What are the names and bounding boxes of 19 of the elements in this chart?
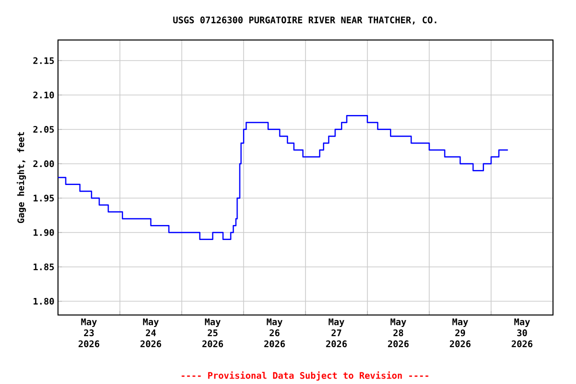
x-tick-label: May 27 2026 [326,318,347,348]
x-tick-label: May 26 2026 [264,318,285,348]
y-axis-title: Gage height, feet [16,132,26,224]
x-tick-label: May 25 2026 [202,318,224,348]
y-tick-label: 1.85 [34,263,54,270]
y-tick-label: 2.15 [33,57,54,64]
text: ---- Provisional Data Subject to Revision ---- [182,371,428,381]
y-tick-label: 2.10 [33,92,54,98]
y-tick-label: 2.00 [33,160,54,168]
x-tick-label: May 23 2026 [78,318,100,348]
x-tick-label: May 29 2026 [450,318,471,348]
x-tick-label: May 28 2026 [388,318,409,348]
y-tick-label: 1.80 [34,298,54,305]
y-tick-label: 2.05 [33,126,54,133]
x-tick-label: May 30 2026 [512,318,532,348]
x-tick-label: May 24 2026 [140,318,162,348]
y-tick-label: 1.95 [34,194,54,202]
chart-title: USGS 07126300 PURGATOIRE RIVER NEAR THATCHER, CO. [173,16,436,24]
y-tick-label: 1.90 [34,229,54,236]
